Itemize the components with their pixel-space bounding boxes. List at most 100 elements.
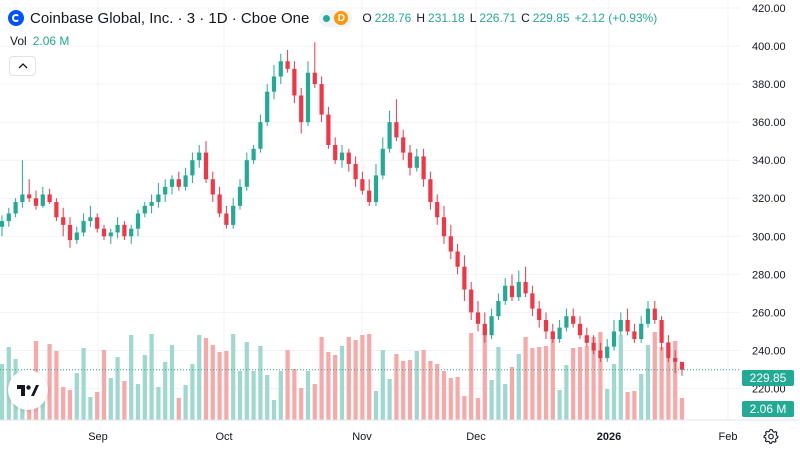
candle-body xyxy=(537,308,542,320)
y-tick-label: 320.00 xyxy=(752,193,786,205)
volume-bar xyxy=(550,337,555,420)
x-tick-label: 2026 xyxy=(597,431,621,443)
candle-body xyxy=(496,300,501,317)
volume-bar xyxy=(618,335,623,420)
gear-icon[interactable] xyxy=(762,428,780,444)
volume-bar xyxy=(380,350,385,420)
y-tick-label: 260.00 xyxy=(752,307,786,319)
volume-bar xyxy=(639,374,644,420)
candle-body xyxy=(503,285,508,301)
volume-bar xyxy=(231,334,236,420)
x-tick-label: Sep xyxy=(88,431,108,443)
volume-bar xyxy=(326,352,331,420)
candle-body xyxy=(360,179,365,191)
low-value: 226.71 xyxy=(479,11,517,25)
volume-legend[interactable]: Vol 2.06 M xyxy=(10,34,69,48)
volume-bar xyxy=(401,361,406,420)
candle-body xyxy=(95,217,100,229)
candle-body xyxy=(482,323,487,336)
volume-bar xyxy=(509,367,515,420)
volume-bar xyxy=(285,350,290,420)
candle-body xyxy=(428,179,433,203)
y-tick-label: 240.00 xyxy=(752,345,786,357)
candle-body xyxy=(475,312,481,324)
candle-body xyxy=(40,194,45,206)
volume-bar xyxy=(373,391,379,420)
volume-bar xyxy=(319,337,324,420)
candle-body xyxy=(203,152,209,180)
change-value: +2.12 (+0.93%) xyxy=(574,11,658,25)
candle-body xyxy=(407,152,413,168)
volume-bar xyxy=(346,337,351,420)
volume-label: Vol xyxy=(10,34,27,48)
candle-body xyxy=(0,221,5,227)
candle-body xyxy=(373,175,379,203)
volume-bar xyxy=(224,351,229,420)
candle-body xyxy=(33,198,39,206)
candle-body xyxy=(149,202,154,206)
y-tick-label: 380.00 xyxy=(752,79,786,91)
data-delay-badge: D xyxy=(334,11,349,25)
x-tick-label: Feb xyxy=(719,431,738,443)
market-open-dot-icon xyxy=(323,14,331,22)
collapse-legend-button[interactable] xyxy=(9,56,36,76)
volume-bar xyxy=(108,378,113,420)
volume-bar xyxy=(258,346,263,420)
volume-bar xyxy=(271,400,277,420)
volume-bar xyxy=(584,346,589,420)
coinbase-logo-icon[interactable] xyxy=(8,10,24,26)
volume-bar xyxy=(632,391,637,420)
last-price-tag: 229.85 xyxy=(742,370,794,386)
candle-body xyxy=(421,156,426,180)
volume-bar xyxy=(645,345,651,420)
candle-body xyxy=(265,91,270,123)
candle-body xyxy=(584,335,589,343)
volume-bar xyxy=(537,347,542,420)
market-status-badges[interactable]: D xyxy=(319,9,353,27)
candle-body xyxy=(632,331,637,340)
candle-body xyxy=(639,323,644,340)
candle-body xyxy=(54,202,59,218)
volume-bar xyxy=(679,398,685,420)
volume-bar xyxy=(210,345,215,420)
candle-body xyxy=(312,72,317,85)
y-tick-label: 280.00 xyxy=(752,269,786,281)
candle-body xyxy=(346,152,351,164)
candle-body xyxy=(652,308,657,320)
candle-body xyxy=(550,331,555,340)
volume-bar xyxy=(462,396,467,420)
candle-body xyxy=(401,137,406,153)
candle-body xyxy=(591,342,596,351)
volume-bar xyxy=(81,348,86,420)
volume-bar xyxy=(40,398,45,420)
tradingview-logo-icon[interactable] xyxy=(8,370,48,410)
volume-bar xyxy=(503,384,508,420)
volume-bar xyxy=(183,385,188,420)
volume-bar xyxy=(598,332,603,420)
candle-body xyxy=(605,346,610,359)
candle-body xyxy=(455,251,460,267)
candle-body xyxy=(129,228,134,237)
x-tick-label: Dec xyxy=(466,431,486,443)
open-key: O xyxy=(362,11,372,25)
volume-bar xyxy=(190,364,195,420)
volume-bar xyxy=(115,357,120,420)
x-tick-label: Oct xyxy=(215,431,232,443)
candle-body xyxy=(61,217,66,225)
volume-bar xyxy=(156,387,161,420)
y-tick-label: 360.00 xyxy=(752,117,786,129)
symbol-title[interactable]: Coinbase Global, Inc. · 3 · 1D · Cboe On… xyxy=(30,9,310,27)
volume-bar xyxy=(394,354,399,420)
candle-body xyxy=(557,327,562,340)
low-key: L xyxy=(469,11,477,25)
y-tick-label: 340.00 xyxy=(752,155,786,167)
candle-body xyxy=(414,156,419,168)
volume-bar xyxy=(543,346,549,420)
high-key: H xyxy=(416,11,426,25)
candle-body xyxy=(679,361,685,370)
y-tick-label: 420.00 xyxy=(752,3,786,15)
volume-bar xyxy=(101,350,107,420)
volume-bar xyxy=(659,347,664,420)
